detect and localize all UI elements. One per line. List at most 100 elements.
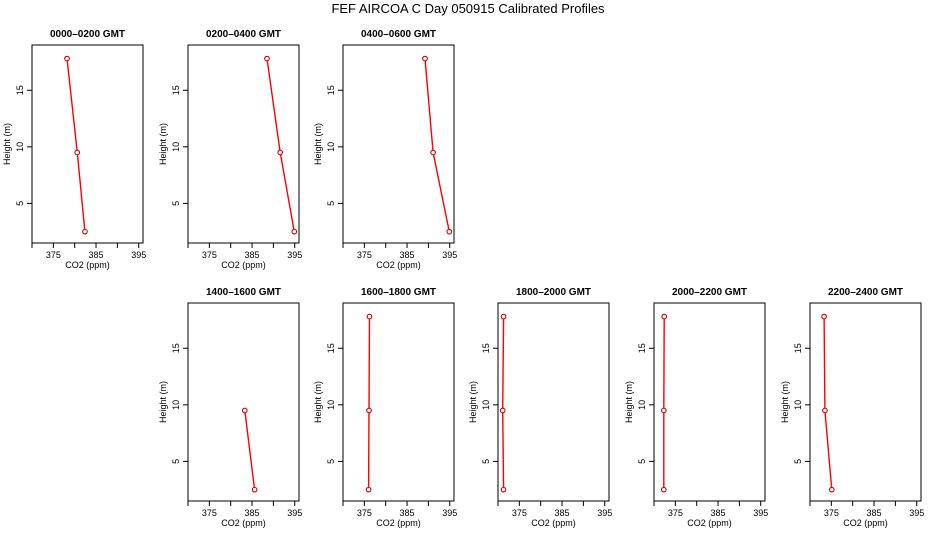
x-axis-label: CO2 (ppm) bbox=[65, 260, 110, 270]
y-tick-label: 15 bbox=[637, 343, 647, 353]
plot-frame bbox=[342, 44, 455, 244]
x-axis-label: CO2 (ppm) bbox=[376, 518, 421, 528]
plot-frame bbox=[187, 302, 300, 502]
data-point bbox=[291, 228, 298, 235]
data-point bbox=[277, 149, 284, 156]
y-tick-label: 15 bbox=[326, 85, 336, 95]
data-point bbox=[500, 313, 507, 320]
y-axis-label: Height (m) bbox=[624, 381, 634, 423]
x-axis-label: CO2 (ppm) bbox=[221, 260, 266, 270]
data-point bbox=[422, 55, 428, 62]
x-tick-label: 385 bbox=[555, 508, 570, 518]
x-tick-label: 395 bbox=[753, 508, 768, 518]
panel-8: 2200–2400 GMT 375 385 395 5 10 15 CO2 (ppm) Heig… bbox=[780, 287, 924, 528]
data-point bbox=[430, 149, 436, 156]
plot-frame bbox=[31, 44, 144, 244]
y-tick-label: 5 bbox=[326, 459, 336, 464]
data-point bbox=[366, 407, 372, 414]
y-tick-label: 15 bbox=[326, 343, 336, 353]
x-tick-label: 395 bbox=[131, 250, 146, 260]
y-tick-label: 15 bbox=[171, 85, 181, 95]
x-tick-label: 385 bbox=[89, 250, 104, 260]
data-point bbox=[500, 486, 507, 493]
profile-line bbox=[66, 58, 86, 232]
x-tick-label: 395 bbox=[909, 508, 924, 518]
panel-1: 0000–0200 GMT 375 385 395 5 10 15 CO2 (ppm) Heig… bbox=[2, 29, 146, 270]
y-tick-label: 5 bbox=[326, 201, 336, 206]
plot-frame bbox=[809, 302, 922, 502]
x-tick-label: 385 bbox=[400, 508, 415, 518]
x-tick-label: 375 bbox=[512, 508, 527, 518]
x-tick-label: 375 bbox=[357, 508, 372, 518]
data-point bbox=[366, 313, 373, 320]
x-tick-label: 375 bbox=[668, 508, 683, 518]
data-point bbox=[264, 55, 270, 62]
y-tick-label: 10 bbox=[171, 142, 181, 152]
x-tick-label: 385 bbox=[711, 508, 726, 518]
profile-line bbox=[244, 410, 256, 490]
plot-frame bbox=[497, 302, 610, 502]
x-axis-label: CO2 (ppm) bbox=[531, 518, 576, 528]
data-point bbox=[828, 486, 835, 493]
y-tick-label: 5 bbox=[481, 459, 491, 464]
x-tick-label: 375 bbox=[824, 508, 839, 518]
y-axis-label: Height (m) bbox=[158, 123, 168, 165]
data-point bbox=[74, 149, 81, 156]
data-point bbox=[821, 313, 827, 320]
data-point bbox=[251, 486, 258, 493]
panel-title: 1800–2000 GMT bbox=[516, 287, 591, 298]
panel-4: 1400–1600 GMT 375 385 395 5 10 15 CO2 (ppm) Heig… bbox=[158, 287, 302, 528]
panel-title: 1600–1800 GMT bbox=[361, 287, 436, 298]
x-tick-label: 375 bbox=[202, 508, 217, 518]
x-tick-label: 395 bbox=[287, 250, 302, 260]
y-axis-label: Height (m) bbox=[313, 381, 323, 423]
y-tick-label: 15 bbox=[793, 343, 803, 353]
data-point bbox=[822, 407, 828, 414]
data-point bbox=[499, 407, 506, 414]
y-tick-label: 5 bbox=[171, 459, 181, 464]
x-tick-label: 375 bbox=[46, 250, 61, 260]
x-tick-label: 375 bbox=[202, 250, 217, 260]
data-point bbox=[660, 407, 667, 414]
panel-title: 0200–0400 GMT bbox=[206, 29, 281, 40]
panel-title: 2200–2400 GMT bbox=[828, 287, 903, 298]
y-tick-label: 5 bbox=[171, 201, 181, 206]
page-title: FEF AIRCOA C Day 050915 Calibrated Profi… bbox=[331, 1, 605, 16]
profile-line bbox=[823, 316, 833, 490]
profile-line bbox=[367, 316, 371, 490]
plot-frame bbox=[342, 302, 455, 502]
y-tick-label: 10 bbox=[15, 142, 25, 152]
data-point bbox=[241, 407, 248, 414]
panel-7: 2000–2200 GMT 375 385 395 5 10 15 CO2 (ppm) Heig… bbox=[624, 287, 768, 528]
panel-title: 0400–0600 GMT bbox=[361, 29, 436, 40]
profile-line bbox=[266, 58, 295, 232]
y-tick-label: 15 bbox=[481, 343, 491, 353]
x-tick-label: 385 bbox=[245, 250, 260, 260]
y-tick-label: 5 bbox=[793, 459, 803, 464]
x-axis-label: CO2 (ppm) bbox=[687, 518, 732, 528]
data-point bbox=[661, 313, 668, 320]
panel-title: 2000–2200 GMT bbox=[672, 287, 747, 298]
profile-line bbox=[424, 58, 450, 232]
panel-5: 1600–1800 GMT 375 385 395 5 10 15 CO2 (ppm) Heig… bbox=[313, 287, 457, 528]
data-point bbox=[446, 228, 453, 235]
panel-title: 1400–1600 GMT bbox=[206, 287, 281, 298]
y-tick-label: 10 bbox=[793, 400, 803, 410]
x-tick-label: 395 bbox=[597, 508, 612, 518]
x-tick-label: 375 bbox=[357, 250, 372, 260]
panel-2: 0200–0400 GMT 375 385 395 5 10 15 CO2 (ppm) Heig… bbox=[158, 29, 302, 270]
data-point bbox=[64, 55, 70, 62]
x-tick-label: 395 bbox=[287, 508, 302, 518]
panel-3: 0400–0600 GMT 375 385 395 5 10 15 CO2 (ppm) Heig… bbox=[313, 29, 457, 270]
y-axis-label: Height (m) bbox=[780, 381, 790, 423]
y-tick-label: 10 bbox=[481, 400, 491, 410]
data-point bbox=[82, 228, 88, 235]
x-tick-label: 395 bbox=[442, 250, 457, 260]
y-tick-label: 15 bbox=[15, 85, 25, 95]
x-tick-label: 385 bbox=[245, 508, 260, 518]
y-tick-label: 10 bbox=[637, 400, 647, 410]
data-point bbox=[660, 486, 667, 493]
x-tick-label: 385 bbox=[400, 250, 415, 260]
y-tick-label: 15 bbox=[171, 343, 181, 353]
